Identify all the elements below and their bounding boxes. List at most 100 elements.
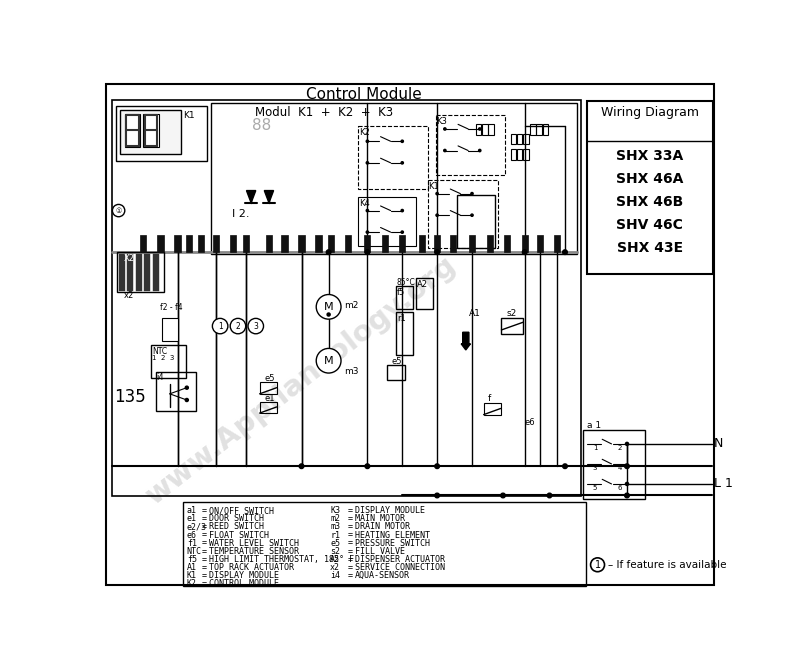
Bar <box>523 149 529 160</box>
Text: m3: m3 <box>330 523 340 531</box>
Text: REED SWITCH: REED SWITCH <box>210 523 264 531</box>
Text: FILL VALVE: FILL VALVE <box>355 546 405 556</box>
Circle shape <box>626 482 629 485</box>
Bar <box>211 103 577 254</box>
Text: a 1: a 1 <box>586 421 601 430</box>
Text: =: = <box>347 515 352 523</box>
Text: =: = <box>202 579 206 588</box>
Bar <box>242 235 249 252</box>
Bar <box>260 402 277 413</box>
Circle shape <box>522 250 527 254</box>
Text: =: = <box>347 531 352 540</box>
Text: SERVICE CONNECTION: SERVICE CONNECTION <box>355 563 445 572</box>
Text: e6: e6 <box>187 531 197 540</box>
Text: e6: e6 <box>525 418 535 428</box>
Text: m2: m2 <box>344 301 358 309</box>
Circle shape <box>471 193 473 195</box>
Circle shape <box>365 250 370 254</box>
Bar <box>358 197 416 246</box>
Text: NTC: NTC <box>153 347 168 356</box>
Circle shape <box>316 349 341 373</box>
Circle shape <box>436 214 438 216</box>
Text: 3: 3 <box>254 321 258 331</box>
Bar <box>537 235 543 252</box>
Circle shape <box>625 493 630 498</box>
Bar <box>144 254 150 291</box>
Text: 1: 1 <box>593 446 598 452</box>
Text: =: = <box>202 523 206 531</box>
Text: X2: X2 <box>123 254 134 263</box>
Text: =: = <box>347 523 352 531</box>
Bar <box>396 286 413 309</box>
Text: r1: r1 <box>397 314 406 323</box>
Text: 1: 1 <box>218 321 222 331</box>
Text: s2: s2 <box>330 546 340 556</box>
Bar <box>120 110 181 153</box>
Text: 88: 88 <box>252 118 271 133</box>
Text: m2: m2 <box>330 515 340 523</box>
Text: K2: K2 <box>187 579 197 588</box>
Bar <box>118 254 125 291</box>
Text: A2: A2 <box>330 554 340 564</box>
Bar <box>517 149 522 160</box>
Text: Wiring Diagram: Wiring Diagram <box>601 106 699 119</box>
Bar <box>484 403 501 414</box>
Bar <box>156 373 196 411</box>
Text: e5: e5 <box>264 374 275 383</box>
Text: f5: f5 <box>397 288 405 297</box>
Text: K1: K1 <box>183 112 194 120</box>
Text: 1  2  3: 1 2 3 <box>152 355 174 361</box>
Bar <box>399 235 406 252</box>
Text: www.Appliancology.org: www.Appliancology.org <box>141 250 462 510</box>
Text: SHX 46A: SHX 46A <box>616 172 683 186</box>
Text: =: = <box>347 546 352 556</box>
Circle shape <box>365 464 370 469</box>
Bar <box>435 115 506 175</box>
Text: =: = <box>202 506 206 515</box>
Text: x2: x2 <box>330 563 340 572</box>
Text: f2 - f4: f2 - f4 <box>161 303 183 312</box>
Bar <box>186 235 192 252</box>
Text: MAIN MOTOR: MAIN MOTOR <box>355 515 405 523</box>
Bar <box>112 100 581 496</box>
Circle shape <box>186 386 188 389</box>
Bar <box>488 124 494 135</box>
Bar <box>266 235 272 252</box>
Text: f: f <box>487 394 490 403</box>
Circle shape <box>444 127 446 130</box>
Text: – If feature is available: – If feature is available <box>608 560 726 570</box>
Bar <box>183 501 586 586</box>
Bar <box>510 133 516 144</box>
Bar <box>298 235 305 252</box>
Text: CONTROL MODULE: CONTROL MODULE <box>210 579 279 588</box>
Bar <box>125 114 140 147</box>
Bar <box>583 430 645 499</box>
Bar <box>542 124 548 135</box>
Text: 135: 135 <box>114 388 146 406</box>
Text: PRESSURE SWITCH: PRESSURE SWITCH <box>355 539 430 548</box>
Bar <box>517 133 522 144</box>
Text: K4: K4 <box>359 199 370 208</box>
Circle shape <box>248 318 263 334</box>
Text: i4: i4 <box>330 571 340 580</box>
Bar <box>396 312 413 355</box>
Circle shape <box>444 149 446 151</box>
Bar <box>213 235 219 252</box>
Bar <box>510 149 516 160</box>
Bar <box>416 278 434 309</box>
Bar <box>136 254 142 291</box>
Circle shape <box>186 398 188 402</box>
Text: =: = <box>347 506 352 515</box>
Text: i4: i4 <box>157 373 164 382</box>
Bar <box>522 235 528 252</box>
Text: 3: 3 <box>593 465 598 471</box>
Circle shape <box>366 140 369 143</box>
Text: =: = <box>202 515 206 523</box>
Circle shape <box>562 464 567 469</box>
Bar <box>457 195 495 248</box>
Circle shape <box>401 162 403 164</box>
Text: M: M <box>324 302 334 312</box>
Text: A2: A2 <box>417 280 428 289</box>
Text: =: = <box>202 546 206 556</box>
Text: K3: K3 <box>330 506 340 515</box>
